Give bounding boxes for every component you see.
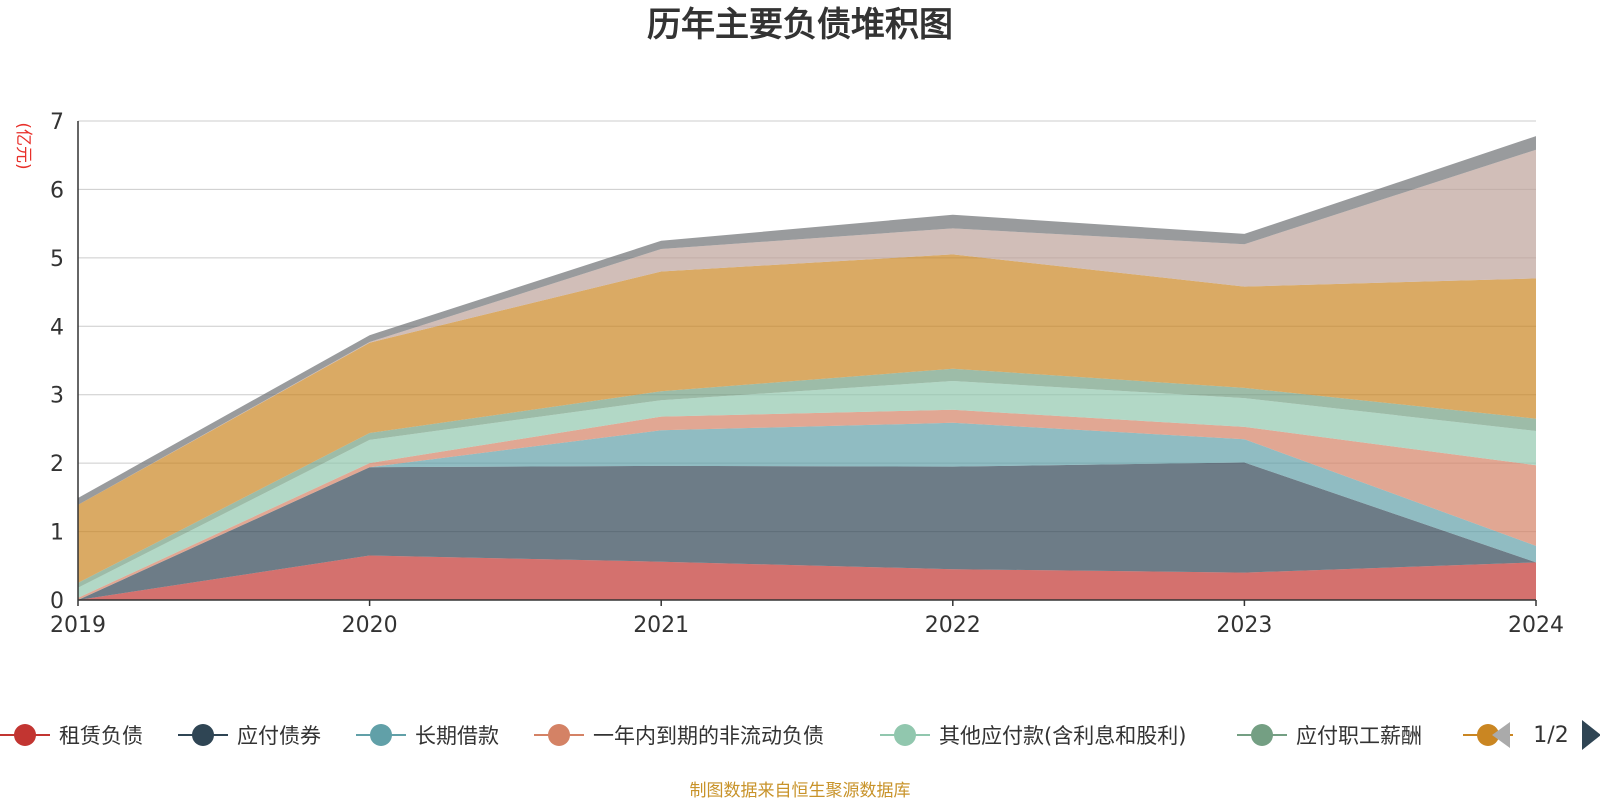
legend-circle-icon [1251, 724, 1273, 746]
legend-item[interactable]: 长期借款 [356, 724, 499, 748]
legend-prev-page-icon[interactable] [1492, 722, 1510, 748]
legend-item[interactable]: 应付债券 [178, 724, 321, 748]
y-tick-label: 4 [50, 315, 64, 340]
y-tick-label: 7 [50, 110, 64, 135]
legend-item[interactable]: 租赁负债 [0, 724, 143, 748]
legend-label: 应付职工薪酬 [1296, 724, 1422, 748]
area-应付债券 [78, 462, 1536, 600]
area-应付账款 [78, 254, 1536, 583]
area-一年内到期的非流动负债 [78, 409, 1536, 600]
y-tick-label: 1 [50, 521, 64, 546]
legend-item[interactable]: 应付职工薪酬 [1237, 724, 1422, 748]
legend-label: 租赁负债 [59, 724, 143, 748]
area-长期借款 [78, 422, 1536, 600]
y-tick-label: 6 [50, 178, 64, 203]
legend-item[interactable]: 其他应付款(含利息和股利) [880, 724, 1186, 748]
data-source-note: 制图数据来自恒生聚源数据库 [690, 781, 911, 800]
legend-circle-icon [894, 724, 916, 746]
legend-label: 长期借款 [415, 724, 499, 748]
y-tick-label: 2 [50, 452, 64, 477]
y-tick-label: 3 [50, 384, 64, 409]
x-tick-label: 2022 [925, 613, 981, 638]
x-tick-label: 2024 [1508, 613, 1564, 638]
area-其他应付款(含利息和股利) [78, 381, 1536, 598]
legend-page-indicator: 1/2 [1533, 723, 1568, 748]
legend-next-page-icon[interactable] [1582, 720, 1600, 750]
legend-circle-icon [14, 724, 36, 746]
chart-title: 历年主要负债堆积图 [647, 5, 953, 45]
y-tick-label: 5 [50, 247, 64, 272]
y-axis-unit: (亿元) [13, 122, 33, 169]
legend-circle-icon [1477, 724, 1499, 746]
legend-pager[interactable]: 1/2 [1492, 720, 1600, 750]
legend-circle-icon [548, 724, 570, 746]
x-tick-label: 2023 [1216, 613, 1272, 638]
legend-circle-icon [192, 724, 214, 746]
y-tick-label: 0 [50, 589, 64, 614]
legend-label: 其他应付款(含利息和股利) [939, 724, 1186, 748]
legend[interactable]: 租赁负债 应付债券 长期借款 一年内到期的非流动负债 其他应付款(含利息和股利) 应付职工… [0, 724, 1513, 748]
area-应付职工薪酬 [78, 368, 1536, 588]
area-series [78, 136, 1536, 600]
legend-label: 应付债券 [237, 724, 321, 748]
x-tick-label: 2021 [633, 613, 689, 638]
legend-label: 一年内到期的非流动负债 [593, 724, 824, 748]
x-tick-label: 2019 [50, 613, 106, 638]
legend-item[interactable]: 一年内到期的非流动负债 [534, 724, 824, 748]
axes: 2019 2020 2021 2022 2023 2024 [50, 121, 1564, 638]
x-tick-label: 2020 [342, 613, 398, 638]
area-租赁负债 [78, 555, 1536, 600]
legend-circle-icon [370, 724, 392, 746]
